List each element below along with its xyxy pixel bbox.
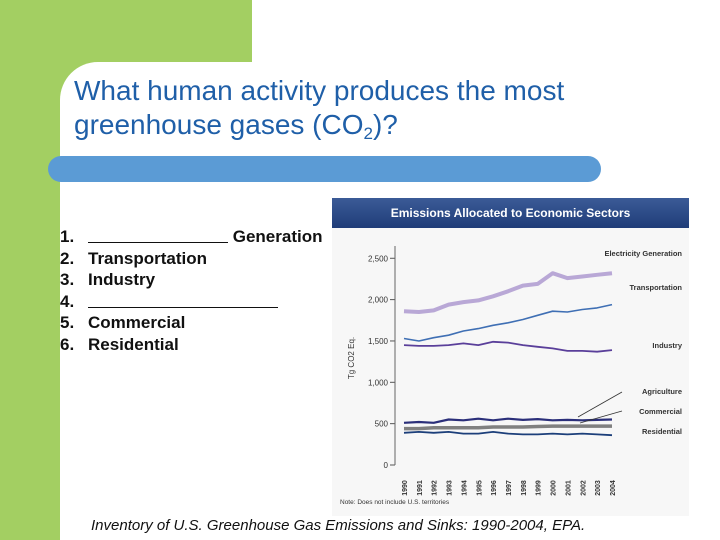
series-line-commercial: [404, 424, 612, 431]
chart-plot: 0 500 1,000 1,500 2,000 2,500 Tg CO2 Eq. 1990 19…: [340, 246, 683, 506]
series-label: Residential: [642, 427, 682, 436]
y-tick-label: 0: [384, 461, 389, 470]
x-tick-label: 1990: [402, 480, 409, 496]
series-label: Industry: [652, 341, 682, 350]
x-tick-label: 2002: [580, 480, 587, 496]
series-line-transportation: [403, 303, 613, 342]
y-tick-label: 1,500: [368, 337, 389, 346]
series-line-agriculture: [403, 417, 613, 424]
x-tick-label: 1991: [417, 480, 424, 496]
list-item: 4.: [60, 291, 322, 313]
y-tick-label: 2,500: [368, 254, 389, 263]
slide-title: What human activity produces the most gr…: [74, 75, 565, 143]
x-tick-label: 1998: [521, 480, 528, 496]
agriculture-pointer: [577, 391, 623, 418]
x-tick-label: 1994: [461, 480, 468, 496]
x-tick-label: 2003: [595, 480, 602, 496]
x-tick-label: 1993: [447, 480, 454, 496]
y-tick-label: 1,000: [368, 378, 389, 387]
chart-title: Emissions Allocated to Economic Sectors: [390, 206, 631, 220]
series-line-electricity: [403, 271, 613, 314]
chart-header: Emissions Allocated to Economic Sectors: [332, 198, 689, 228]
list-item: 1. Generation: [60, 227, 323, 246]
x-tick-label: 2001: [565, 480, 572, 496]
x-tick-label: 1992: [432, 480, 439, 496]
y-tick-label: 2,000: [368, 296, 389, 305]
x-tick-label: 1995: [476, 480, 483, 496]
x-tick-label: 1996: [491, 480, 498, 496]
list-item: 3. Industry: [60, 270, 156, 290]
emissions-chart: Emissions Allocated to Economic Sectors …: [332, 198, 689, 516]
source-caption: Inventory of U.S. Greenhouse Gas Emissio…: [91, 517, 586, 534]
x-tick-label: 1999: [536, 480, 543, 496]
series-line-industry: [403, 340, 613, 353]
series-label: Commercial: [639, 407, 682, 416]
series-label: Transportation: [629, 283, 682, 292]
title-underline-bar: [48, 156, 601, 182]
x-tick-label: 2004: [610, 480, 617, 496]
commercial-pointer: [579, 410, 623, 424]
y-tick-label: 500: [375, 420, 389, 429]
series-line-residential: [403, 430, 613, 437]
series-label: Agriculture: [642, 387, 682, 396]
chart-note: Note: Does not include U.S. territories: [340, 499, 450, 506]
x-tick-label: 2000: [551, 480, 558, 496]
y-axis-label: Tg CO2 Eq.: [347, 337, 356, 379]
series-label: Electricity Generation: [604, 249, 682, 258]
list-item: 5. Commercial: [60, 313, 186, 333]
list-item: 6. Residential: [60, 334, 179, 354]
list-item: 2. Transportation: [60, 248, 208, 268]
answer-list: 1. Generation 2. Transportation 3. Industr…: [60, 226, 322, 356]
x-tick-label: 1997: [506, 480, 513, 496]
